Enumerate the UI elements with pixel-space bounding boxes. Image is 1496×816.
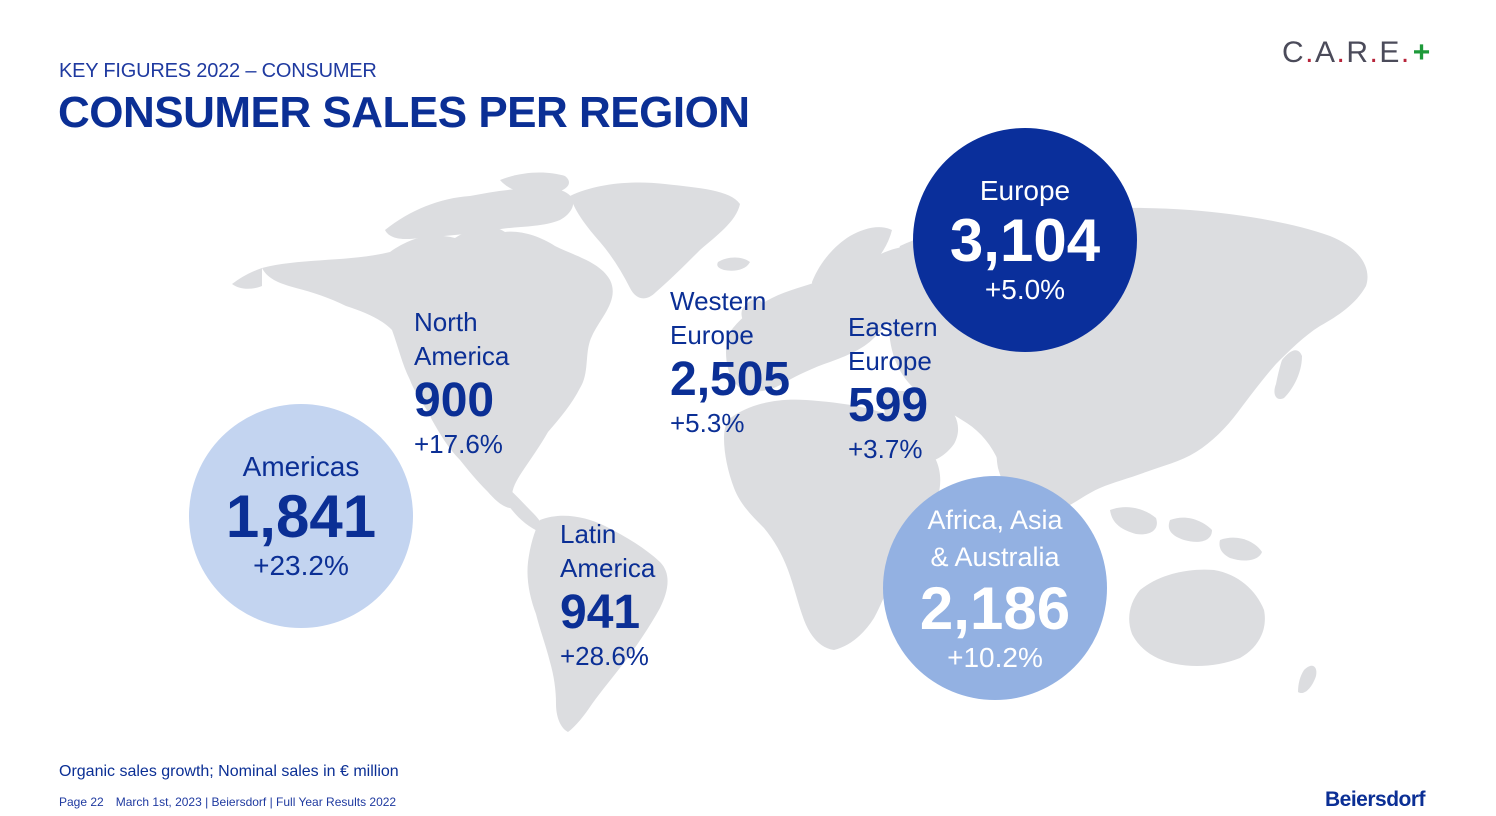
- europe-landmass: [726, 246, 916, 392]
- region-value: 599: [848, 379, 929, 432]
- europe-circle: Europe 3,104 +5.0%: [913, 128, 1137, 352]
- region-label: Europe: [670, 320, 754, 350]
- logo-plus-icon: +: [1412, 36, 1432, 69]
- region-growth: +17.6%: [414, 429, 503, 459]
- logo-letter-r: R: [1346, 36, 1370, 69]
- circle-growth: +23.2%: [253, 550, 349, 581]
- region-north-america: North America 900 +17.6%: [414, 305, 509, 459]
- region-label: America: [414, 341, 510, 371]
- logo-letter-c: C: [1282, 36, 1306, 69]
- circle-value: 3,104: [949, 207, 1101, 274]
- region-label: Europe: [848, 346, 932, 376]
- circle-label: & Australia: [930, 542, 1060, 572]
- circle-value: 1,841: [225, 483, 377, 550]
- region-growth: +5.3%: [670, 408, 745, 438]
- page-number: Page 22: [59, 795, 104, 809]
- circle-growth: +10.2%: [947, 642, 1043, 673]
- region-eastern-europe: Eastern Europe 599 +3.7%: [848, 310, 938, 464]
- region-label: Western: [670, 286, 767, 316]
- region-value: 941: [560, 586, 641, 639]
- circle-value: 2,186: [919, 575, 1071, 642]
- care-plus-logo: C.A.R.E.+: [1282, 36, 1432, 69]
- region-value: 2,505: [670, 353, 791, 406]
- australia-landmass: [1129, 569, 1265, 666]
- circle-label: Americas: [242, 451, 360, 482]
- greenland-landmass: [570, 182, 740, 299]
- region-growth: +3.7%: [848, 434, 923, 464]
- region-western-europe: Western Europe 2,505 +5.3%: [670, 284, 790, 438]
- footnote: Organic sales growth; Nominal sales in €…: [59, 763, 399, 780]
- region-label: North: [414, 307, 478, 337]
- footer-info: March 1st, 2023 | Beiersdorf | Full Year…: [115, 795, 397, 809]
- americas-circle: Americas 1,841 +23.2%: [189, 404, 413, 628]
- slide-title: CONSUMER SALES PER REGION: [58, 88, 750, 137]
- slide-subtitle: KEY FIGURES 2022 – CONSUMER: [59, 60, 377, 82]
- africa-asia-australia-circle: Africa, Asia & Australia 2,186 +10.2%: [883, 476, 1107, 700]
- region-latin-america: Latin America 941 +28.6%: [560, 517, 655, 671]
- circle-label: Africa, Asia: [927, 505, 1063, 535]
- region-value: 900: [414, 374, 495, 427]
- circle-label: Europe: [979, 175, 1071, 206]
- region-growth: +28.6%: [560, 641, 649, 671]
- region-label: America: [560, 553, 656, 583]
- logo-letter-a: A: [1315, 36, 1337, 69]
- south-america-landmass: [527, 515, 668, 732]
- logo-letter-e: E: [1379, 36, 1401, 69]
- circle-growth: +5.0%: [984, 274, 1066, 305]
- north-america-landmass: [262, 226, 613, 509]
- region-label: Eastern: [848, 312, 938, 342]
- beiersdorf-logo: Beiersdorf: [1325, 788, 1426, 811]
- region-label: Latin: [560, 519, 617, 549]
- footer: Page 22 March 1st, 2023 | Beiersdorf | Fu…: [59, 795, 408, 809]
